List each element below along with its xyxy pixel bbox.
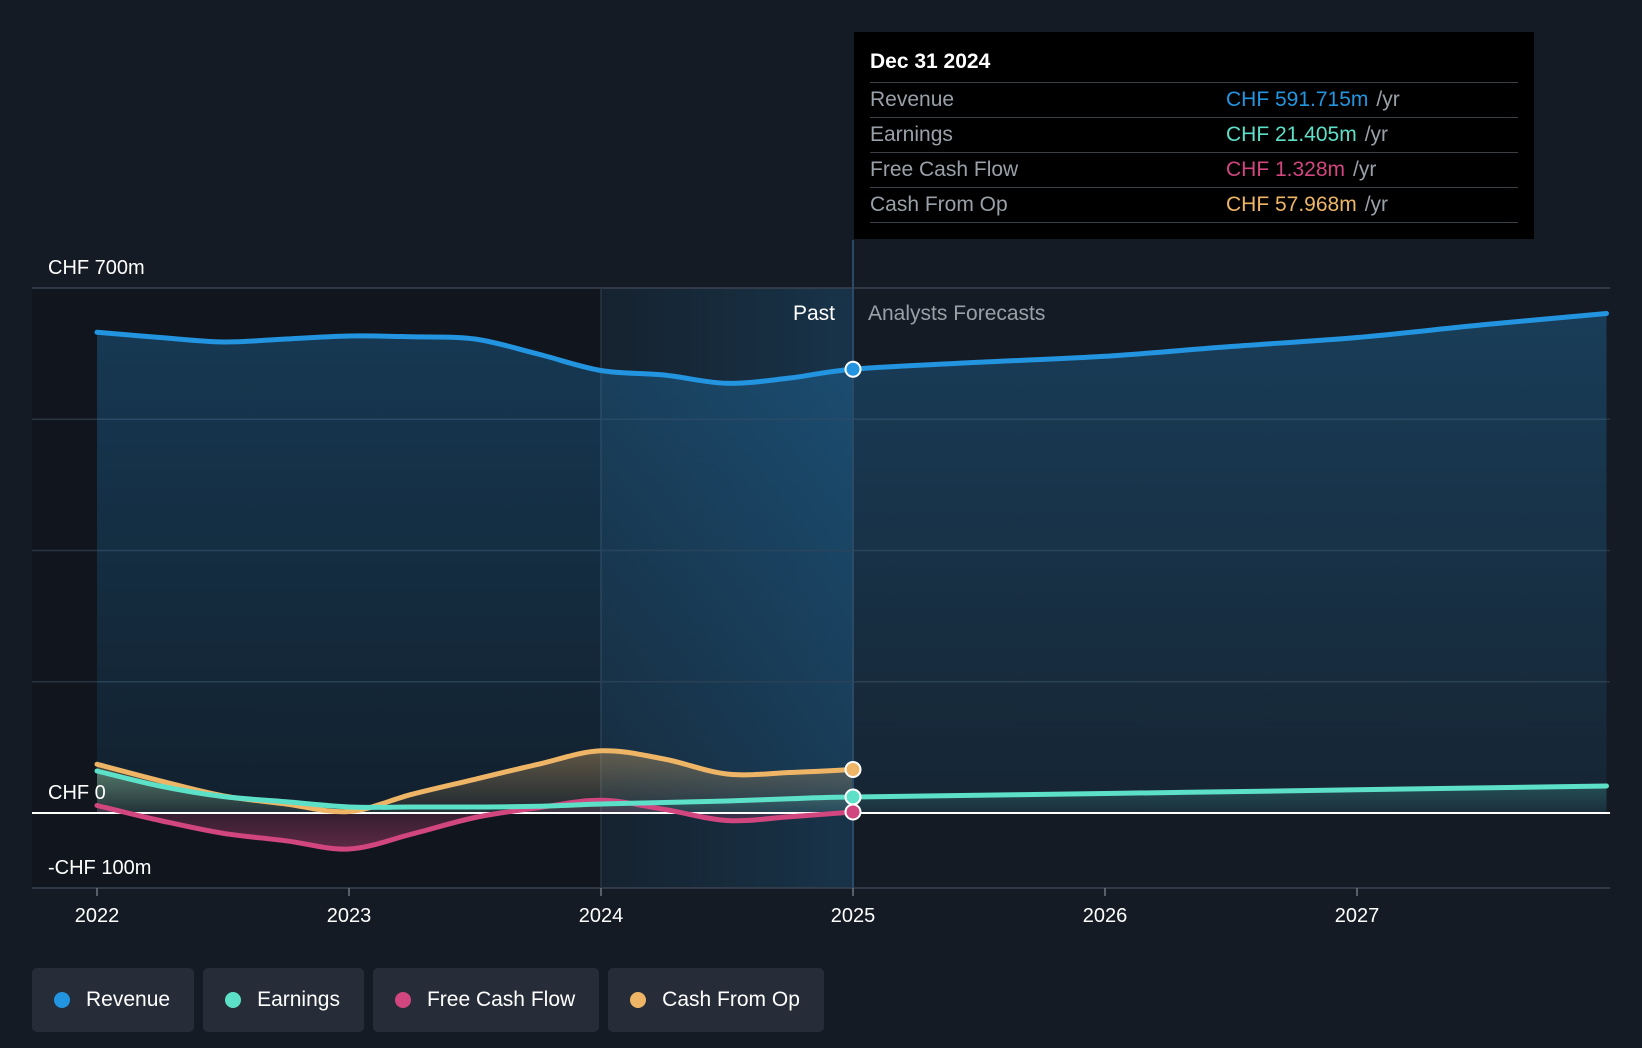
cash-from-op-marker <box>844 761 862 778</box>
earnings-area <box>97 771 1607 813</box>
free-cash-flow-marker <box>844 803 862 821</box>
x-tick-label: 2027 <box>1335 905 1380 927</box>
tooltip-markers <box>844 360 862 821</box>
tooltip-label: Free Cash Flow <box>870 158 1019 181</box>
tooltip-value: CHF 591.715m <box>1226 88 1369 111</box>
legend-dot-icon <box>225 992 242 1008</box>
legend-item-free-cash-flow[interactable]: Free Cash Flow <box>372 968 600 1032</box>
tooltip-label: Cash From Op <box>870 193 1008 216</box>
x-tick-label: 2024 <box>579 905 624 927</box>
tooltip-date: Dec 31 2024 <box>870 46 1518 83</box>
tooltip-label: Earnings <box>870 123 953 146</box>
legend-dot-icon <box>54 992 70 1008</box>
tooltip-unit: /yr <box>1353 158 1377 181</box>
legend-label: Revenue <box>86 988 171 1011</box>
x-axis-ticks: 2022 2023 2024 2025 2026 2027 <box>75 888 1380 927</box>
x-tick-label: 2025 <box>831 905 876 927</box>
y-tick-label-top: CHF 700m <box>48 257 145 279</box>
tooltip-unit: /yr <box>1364 123 1389 146</box>
tooltip-value: CHF 1.328m <box>1226 158 1346 181</box>
past-label: Past <box>793 302 835 325</box>
tooltip-unit: /yr <box>1376 88 1400 111</box>
forecast-label: Analysts Forecasts <box>868 302 1045 325</box>
tooltip-row-revenue: Revenue CHF 591.715m /yr <box>870 83 1518 118</box>
earnings-line <box>94 768 1609 810</box>
y-tick-label-zero: CHF 0 <box>48 782 106 804</box>
legend-label: Earnings <box>257 988 340 1011</box>
tooltip-label: Revenue <box>870 88 955 111</box>
legend-item-revenue[interactable]: Revenue <box>32 968 195 1032</box>
legend-label: Free Cash Flow <box>426 988 576 1011</box>
tooltip-row-free-cash-flow: Free Cash Flow CHF 1.328m /yr <box>870 153 1518 188</box>
legend-dot-icon <box>630 992 647 1008</box>
tooltip-row-cash-from-op: Cash From Op CHF 57.968m /yr <box>870 188 1518 223</box>
x-tick-label: 2022 <box>75 905 120 927</box>
legend: Revenue Earnings Free Cash Flow Cash Fro… <box>32 968 824 1032</box>
revenue-marker <box>844 360 862 378</box>
tooltip-value: CHF 57.968m <box>1226 193 1357 216</box>
free-cash-flow-line <box>94 797 856 852</box>
x-tick-label: 2026 <box>1083 905 1128 927</box>
legend-label: Cash From Op <box>662 988 800 1011</box>
earnings-marker <box>844 788 862 806</box>
tooltip-panel: Dec 31 2024 Revenue CHF 591.715m /yr Ear… <box>854 32 1534 239</box>
tooltip-row-earnings: Earnings CHF 21.405m /yr <box>870 118 1518 153</box>
revenue-area <box>97 313 1607 813</box>
x-tick-label: 2023 <box>327 905 372 927</box>
tooltip-unit: /yr <box>1364 193 1389 216</box>
legend-dot-icon <box>394 992 411 1008</box>
revenue-line <box>94 311 1609 386</box>
series-lines <box>32 311 1610 852</box>
y-tick-label-bottom: -CHF 100m <box>48 857 151 879</box>
tooltip-value: CHF 21.405m <box>1226 123 1357 146</box>
legend-item-earnings[interactable]: Earnings <box>203 968 364 1032</box>
legend-item-cash-from-op[interactable]: Cash From Op <box>608 968 824 1032</box>
